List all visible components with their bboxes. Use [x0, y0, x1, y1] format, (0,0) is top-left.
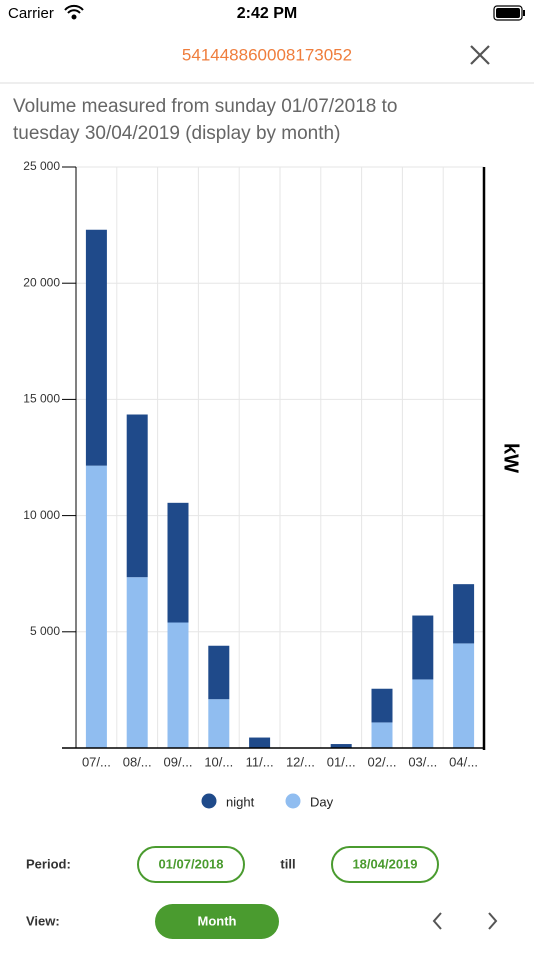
battery-icon — [493, 5, 525, 21]
subtitle-line: tuesday 30/04/2019 (display by month) — [13, 123, 340, 144]
y-tick-label: 25 000 — [23, 159, 60, 173]
y-tick-label: 20 000 — [23, 275, 60, 289]
start-date: 01/07/2018 — [158, 856, 223, 871]
bar-segment — [85, 465, 107, 748]
till-label: till — [280, 856, 295, 871]
x-tick-label: 10/... — [204, 754, 233, 769]
x-tick-label: 03/... — [408, 754, 437, 769]
bar-segment — [208, 645, 230, 700]
x-tick-label: 04/... — [449, 754, 478, 769]
end-date: 18/04/2019 — [352, 856, 417, 871]
bar-segment — [126, 577, 148, 748]
view-value: Month — [198, 913, 237, 928]
x-tick-label: 01/... — [327, 754, 356, 769]
y-axis-label: kW — [500, 443, 522, 473]
view-button[interactable] — [155, 904, 279, 939]
x-tick-label: 07/... — [82, 754, 111, 769]
y-tick-label: 15 000 — [23, 392, 60, 406]
x-tick-label: 09/... — [164, 754, 193, 769]
bar-segment — [167, 622, 189, 748]
subtitle-line: Volume measured from sunday 01/07/2018 t… — [13, 96, 397, 117]
period-label: Period: — [26, 856, 71, 871]
wifi-icon — [64, 4, 84, 20]
bar-segment — [208, 699, 230, 748]
x-tick-label: 11/... — [246, 754, 274, 769]
chart: 5 000 10 000 15 000 20 000 25 000 07/... 08/..… — [23, 159, 521, 809]
legend-marker — [201, 793, 217, 809]
bar-segment — [167, 502, 189, 623]
start-date-button[interactable] — [137, 846, 245, 883]
y-tick-label: 10 000 — [23, 508, 60, 522]
bar-segment — [412, 679, 434, 748]
legend-label: Day — [310, 794, 334, 809]
bar-segment — [371, 688, 393, 723]
time: 2:42 PM — [237, 5, 297, 22]
y-tick-label: 5 000 — [30, 624, 60, 638]
bar-segment — [412, 615, 434, 680]
bar-segment — [371, 722, 393, 748]
end-date-button[interactable] — [331, 846, 439, 883]
next-button[interactable] — [488, 912, 498, 930]
bar-segment — [85, 229, 107, 466]
previous-button[interactable] — [432, 912, 442, 930]
x-tick-label: 12/... — [286, 754, 315, 769]
bar-segment — [453, 643, 475, 748]
legend-marker — [285, 793, 301, 809]
view-label: View: — [26, 913, 60, 928]
carrier: Carrier — [8, 5, 54, 22]
x-tick-label: 02/... — [368, 754, 397, 769]
bar-segment — [453, 584, 475, 644]
legend-label: night — [226, 794, 255, 809]
close-button[interactable] — [470, 45, 490, 65]
bar-segment — [249, 737, 271, 748]
bar-segment — [126, 414, 148, 578]
x-tick-label: 08/... — [123, 754, 152, 769]
header-title: 541448860008173052 — [182, 45, 352, 64]
bar-segment — [330, 744, 352, 748]
